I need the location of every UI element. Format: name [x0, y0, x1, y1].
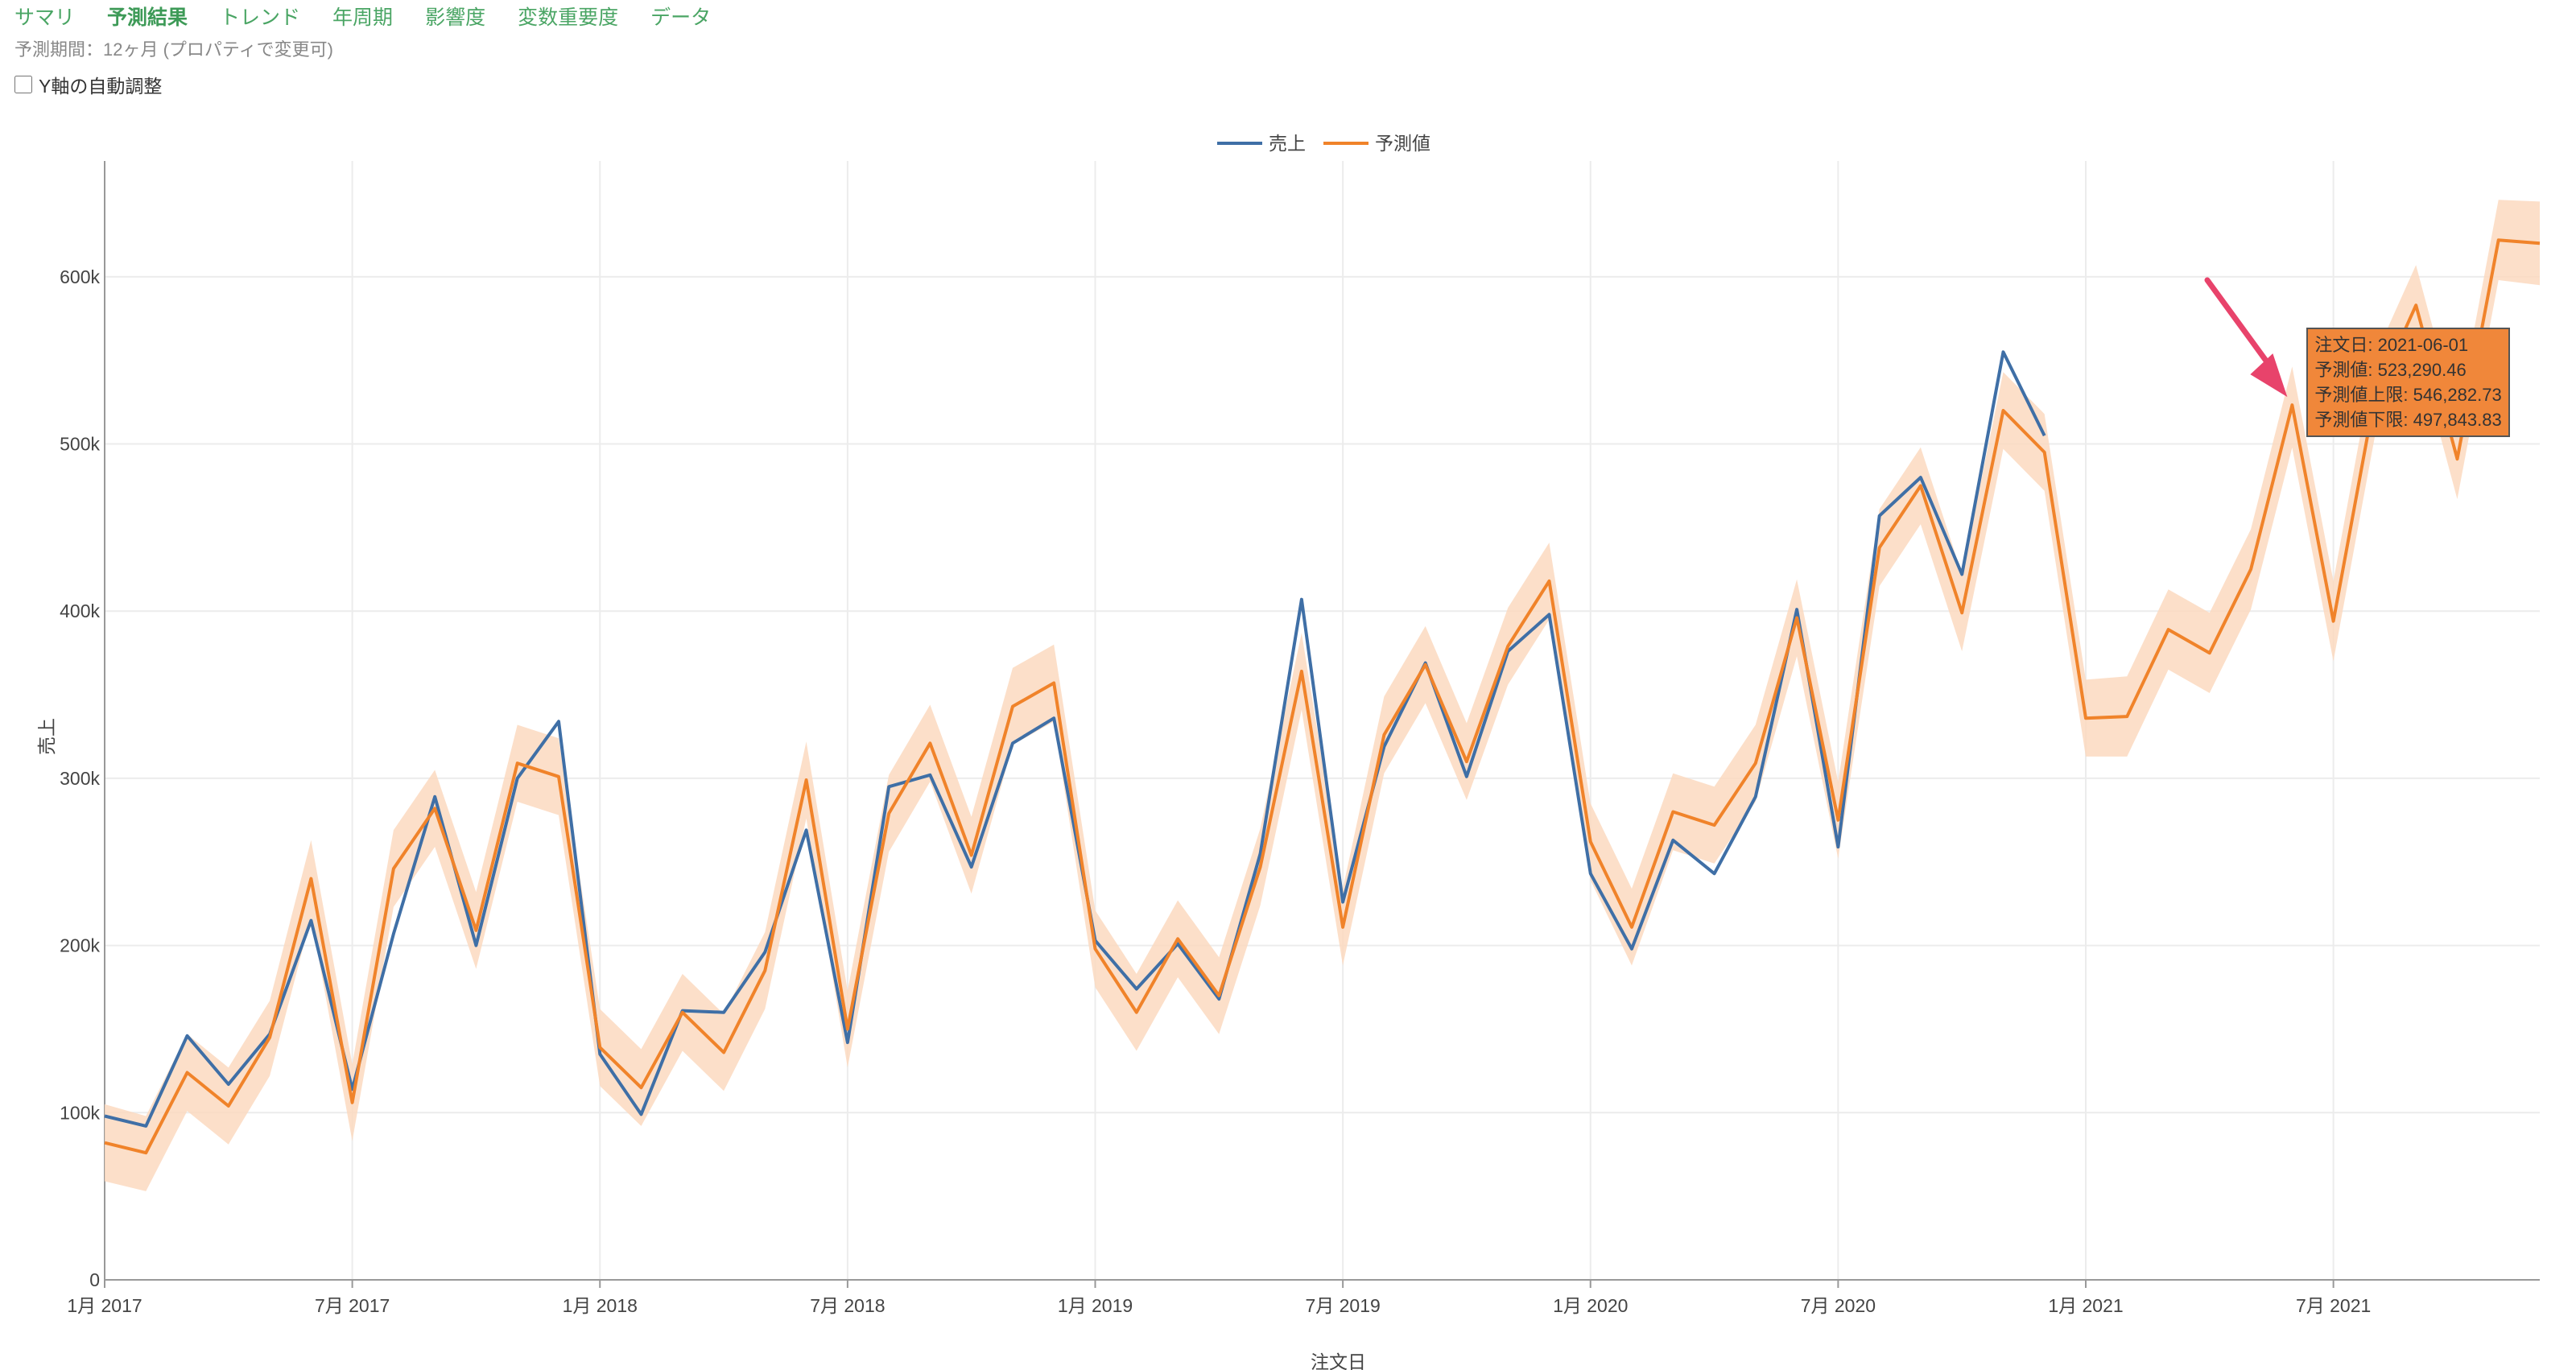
y-axis-autoscale-toggle[interactable]: Y軸の自動調整 [14, 71, 162, 98]
tooltip-line-upper: 予測値上限: 546,282.73 [2314, 385, 2502, 406]
tooltip-line-forecast: 予測値: 523,290.46 [2314, 360, 2467, 381]
y-tick-label-6: 600k [60, 266, 100, 287]
tab-bar: サマリ 予測結果 トレンド 年周期 影響度 変数重要度 データ [14, 3, 743, 32]
tab-2[interactable]: トレンド [220, 6, 301, 29]
y-tick-label-5: 500k [60, 434, 100, 455]
legend-label-actual: 売上 [1269, 133, 1306, 154]
tab-1[interactable]: 予測結果 [107, 6, 188, 29]
x-tick-label-0: 1月 2017 [67, 1295, 142, 1316]
forecast-line-chart: 1月 2017 7月 2017 1月 2018 7月 2018 1月 2019 7月 20… [36, 133, 2541, 1370]
tab-6[interactable]: データ [650, 6, 712, 29]
forecast-confidence-band [105, 200, 2540, 1191]
x-tick-label-1: 7月 2017 [315, 1295, 390, 1316]
x-tick-label-9: 7月 2021 [2296, 1295, 2371, 1316]
annotation-arrow-shaft [2204, 277, 2279, 378]
tooltip-line-lower: 予測値下限: 497,843.83 [2314, 410, 2502, 431]
tab-0[interactable]: サマリ [14, 6, 76, 29]
x-tick-label-8: 1月 2021 [2048, 1295, 2123, 1316]
tab-4[interactable]: 影響度 [425, 6, 486, 29]
y-tick-label-2: 200k [60, 935, 100, 956]
x-tick-label-7: 7月 2020 [1801, 1295, 1876, 1316]
y-tick-label-1: 100k [60, 1102, 100, 1123]
x-tick-label-2: 1月 2018 [563, 1295, 638, 1316]
tab-3[interactable]: 年周期 [332, 6, 394, 29]
y-axis-autoscale-label: Y軸の自動調整 [39, 76, 163, 97]
y-axis-autoscale-checkbox[interactable] [14, 76, 32, 93]
tooltip-line-date: 注文日: 2021-06-01 [2314, 335, 2469, 356]
y-tick-label-3: 300k [60, 768, 100, 789]
y-tick-label-0: 0 [89, 1269, 100, 1290]
x-tick-label-5: 7月 2019 [1305, 1295, 1380, 1316]
x-axis-title: 注文日 [1311, 1351, 1366, 1370]
hover-tooltip: 注文日: 2021-06-01 予測値: 523,290.46 予測値上限: 5… [2306, 328, 2510, 438]
y-axis-title: 売上 [36, 718, 57, 755]
forecast-line [104, 238, 2541, 1155]
legend-label-forecast: 予測値 [1375, 133, 1430, 154]
x-tick-label-4: 1月 2019 [1058, 1295, 1133, 1316]
y-tick-label-4: 400k [60, 600, 100, 621]
annotation-arrow-head [2250, 353, 2288, 398]
x-tick-label-6: 1月 2020 [1553, 1295, 1628, 1316]
tab-5[interactable]: 変数重要度 [518, 6, 619, 29]
x-tick-label-3: 7月 2018 [810, 1295, 885, 1316]
forecast-period-note: 予測期間：12ヶ月 (プロパティで変更可) [14, 39, 333, 60]
